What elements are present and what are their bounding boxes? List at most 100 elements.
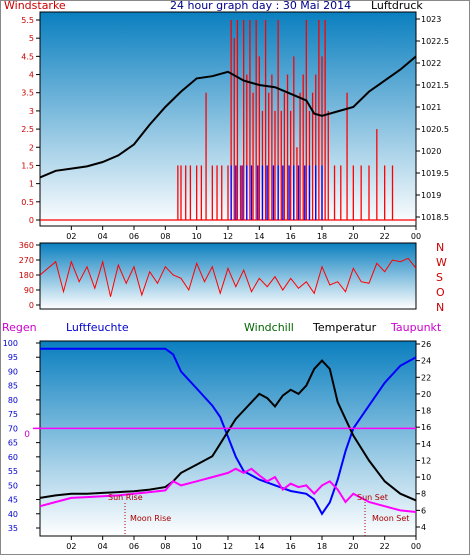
temperature-x-tick-label: 06 [129, 542, 139, 551]
humidity-tick-label: 45 [8, 496, 18, 505]
temperature-tick-label: 24 [421, 357, 431, 366]
pressure-tick-label: 1019.5 [421, 169, 449, 178]
temperature-x-tick-label: 12 [223, 542, 233, 551]
pressure-y-ticks: 1018.5 1019 1019.5 1020 1020.5 1021 1021.5 1022… [416, 15, 449, 222]
pressure-tick-label: 1023 [421, 15, 441, 24]
temperature-tick-label: 22 [421, 373, 431, 382]
temperature-tick-label: 26 [421, 340, 431, 349]
temperature-x-tick-label: 04 [98, 542, 108, 551]
temperature-x-tick-label: 22 [380, 542, 390, 551]
temperature-tick-label: 8 [421, 490, 426, 499]
temperature-x-tick-label: 14 [254, 542, 264, 551]
temperature-tick-label: 14 [421, 440, 431, 449]
wind-tick-label: 0 [29, 216, 34, 225]
direction-tick-label: 0 [29, 301, 34, 310]
temperature-x-tick-label: 16 [286, 542, 296, 551]
temperature-line [39, 359, 417, 502]
pressure-tick-label: 1019 [421, 191, 441, 200]
temperature-tick-label: 20 [421, 390, 431, 399]
rain-zero-label: 0 [24, 430, 30, 440]
legend-regen: Regen [2, 321, 37, 334]
humidity-tick-label: 35 [8, 524, 18, 533]
wind-axis-label: Windstarke [4, 0, 66, 12]
humidity-tick-label: 65 [8, 439, 18, 448]
pressure-tick-label: 1021 [421, 103, 441, 112]
moon-set-label: Moon Set [372, 514, 409, 523]
humidity-tick-label: 90 [8, 367, 18, 376]
wind-tick-label: 4.5 [21, 52, 34, 61]
temperature-x-tick-label: 00 [411, 542, 421, 551]
temperature-x-tick-label: 20 [348, 542, 358, 551]
wind-tick-label: 5.5 [21, 16, 34, 25]
wind-x-tick-label: 20 [348, 232, 358, 241]
wind-tick-label: 2.5 [21, 125, 34, 134]
legend-taupunkt: Taupunkt [390, 321, 442, 334]
temperature-tick-label: 10 [421, 473, 431, 482]
wind-x-ticks: 02 04 06 08 10 12 14 16 18 20 22 00 [66, 226, 421, 241]
pressure-tick-label: 1021.5 [421, 81, 449, 90]
wind-direction-plot-area [39, 242, 417, 310]
wind-pressure-panel: Windstarke 24 hour graph day : 30 Mai 20… [4, 0, 449, 241]
compass-label: W [436, 256, 447, 269]
wind-x-tick-label: 02 [66, 232, 76, 241]
wind-direction-line [39, 257, 417, 297]
wind-x-tick-label: 18 [317, 232, 327, 241]
wind-tick-label: 1.5 [21, 161, 34, 170]
sun-set-label: Sun Set [357, 493, 388, 502]
direction-tick-label: 270 [19, 256, 34, 265]
wind-direction-series [39, 257, 417, 297]
wind-x-tick-label: 16 [286, 232, 296, 241]
humidity-tick-label: 80 [8, 396, 18, 405]
compass-label: N [436, 241, 444, 254]
wind-tick-label: 3.5 [21, 89, 34, 98]
temperature-tick-label: 16 [421, 423, 431, 432]
temperature-x-tick-label: 02 [66, 542, 76, 551]
legend-temperatur: Temperatur [312, 321, 377, 334]
wind-x-tick-label: 06 [129, 232, 139, 241]
temperature-humidity-series [33, 347, 417, 516]
compass-label: O [436, 286, 445, 299]
temperature-x-tick-label: 10 [192, 542, 202, 551]
wind-x-tick-label: 04 [98, 232, 108, 241]
dewpoint-line [39, 467, 417, 513]
wind-x-tick-label: 22 [380, 232, 390, 241]
direction-tick-label: 360 [19, 241, 34, 250]
wind-tick-label: 2 [29, 143, 34, 152]
pressure-tick-label: 1020.5 [421, 125, 449, 134]
temperature-tick-label: 6 [421, 506, 426, 515]
wind-x-tick-label: 00 [411, 232, 421, 241]
wind-x-tick-label: 14 [254, 232, 264, 241]
temperature-tick-label: 4 [421, 523, 426, 532]
humidity-tick-label: 100 [3, 339, 18, 348]
pressure-tick-label: 1022 [421, 59, 441, 68]
pressure-tick-label: 1022.5 [421, 37, 449, 46]
compass-label: S [436, 271, 443, 284]
pressure-tick-label: 1020 [421, 147, 441, 156]
temperature-x-tick-label: 18 [317, 542, 327, 551]
wind-x-tick-label: 08 [160, 232, 170, 241]
temperature-tick-label: 12 [421, 456, 431, 465]
wind-x-tick-label: 10 [192, 232, 202, 241]
temperature-humidity-panel: Regen Luftfeuchte Windchill Temperatur T… [2, 321, 442, 551]
humidity-line [40, 347, 417, 516]
pressure-line [39, 55, 417, 179]
wind-tick-label: 3 [29, 107, 34, 116]
temperature-x-tick-label: 08 [160, 542, 170, 551]
temperature-x-ticks: 02 04 06 08 10 12 14 16 18 20 22 00 [66, 536, 421, 551]
wind-tick-label: 1 [29, 180, 34, 189]
compass-label: N [436, 301, 444, 314]
humidity-tick-label: 70 [8, 424, 18, 433]
temperature-plot-area [39, 340, 417, 537]
chart-title: 24 hour graph day : 30 Mai 2014 [170, 0, 351, 12]
humidity-tick-label: 60 [8, 453, 18, 462]
humidity-tick-label: 55 [8, 467, 18, 476]
direction-tick-label: 180 [19, 271, 34, 280]
sun-rise-label: Sun Rise [108, 493, 143, 502]
humidity-tick-label: 40 [8, 510, 18, 519]
wind-tick-label: 0.5 [21, 198, 34, 207]
wind-x-tick-label: 12 [223, 232, 233, 241]
